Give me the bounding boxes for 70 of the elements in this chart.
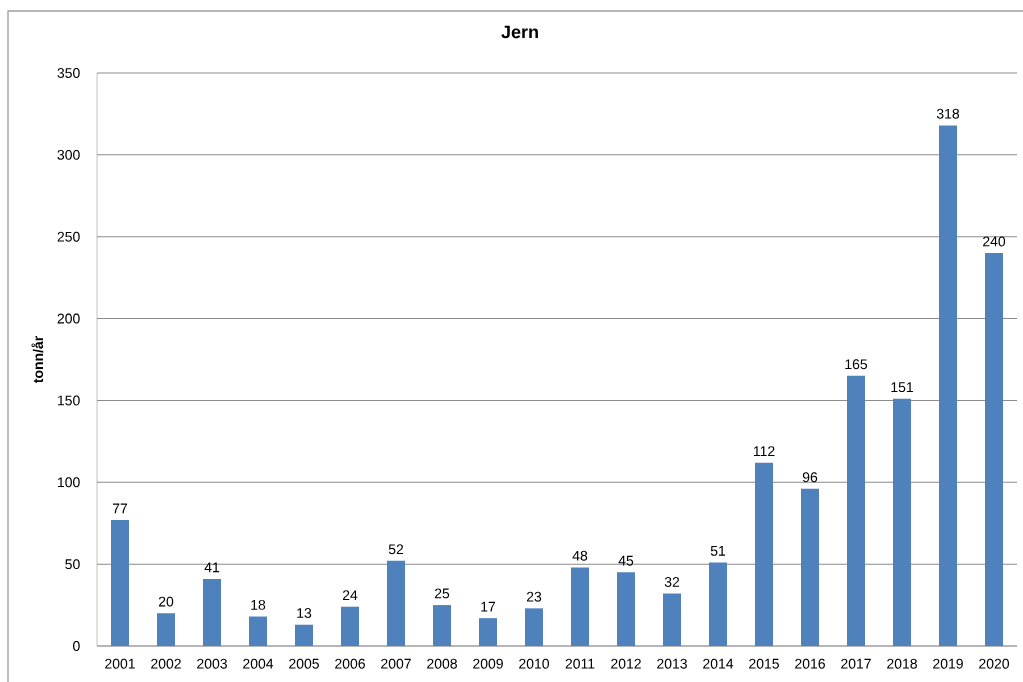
x-tick-label: 2013	[657, 658, 687, 669]
data-label: 17	[481, 601, 496, 612]
data-label: 165	[845, 359, 868, 370]
data-label: 41	[204, 562, 220, 573]
x-tick-label: 2006	[335, 658, 365, 669]
x-tick-label: 2011	[565, 658, 595, 669]
x-tick-label: 2002	[151, 658, 181, 669]
x-tick-label: 2014	[703, 658, 734, 669]
bar	[617, 572, 636, 646]
bar	[663, 593, 682, 646]
bar	[295, 624, 314, 646]
data-label: 240	[983, 236, 1006, 247]
data-label: 18	[251, 599, 266, 610]
x-tick-label: 2010	[519, 658, 550, 669]
x-tick-label: 2018	[887, 658, 917, 669]
y-tick-label: 150	[58, 395, 80, 406]
bar	[433, 605, 452, 646]
y-tick-label: 0	[73, 641, 80, 651]
y-tick-label: 50	[65, 559, 80, 570]
bar	[111, 519, 129, 646]
y-tick-label: 300	[57, 149, 80, 160]
bar	[341, 606, 360, 646]
data-label: 51	[710, 546, 726, 556]
data-label: 96	[802, 472, 818, 483]
y-axis-title: tonn/år	[31, 335, 44, 384]
x-tick-label: 2020	[979, 658, 1010, 669]
bar	[893, 398, 912, 646]
bar	[387, 560, 406, 646]
bar	[525, 608, 543, 646]
x-tick-label: 2005	[289, 658, 319, 669]
x-tick-label: 2007	[381, 658, 411, 669]
bar	[479, 618, 498, 646]
data-label: 23	[526, 591, 542, 602]
data-label: 45	[618, 555, 634, 566]
x-tick-label: 2008	[427, 658, 457, 669]
data-label: 318	[936, 108, 960, 119]
bar	[939, 125, 958, 646]
data-label: 25	[434, 588, 450, 599]
bar	[985, 253, 1004, 646]
bar	[755, 462, 774, 646]
x-tick-label: 2017	[841, 658, 871, 669]
chart-title: Jern	[501, 25, 538, 39]
x-tick-label: 2015	[749, 658, 779, 669]
x-tick-label: 2016	[795, 658, 825, 669]
data-label: 112	[753, 446, 775, 456]
y-tick-label: 350	[57, 68, 80, 78]
x-tick-label: 2004	[243, 658, 274, 669]
bar	[157, 613, 176, 646]
bar	[847, 375, 866, 646]
data-label: 13	[297, 608, 312, 619]
y-tick-label: 250	[57, 231, 80, 242]
y-tick-label: 200	[57, 313, 80, 324]
x-tick-label: 2001	[105, 658, 135, 669]
bar	[249, 616, 268, 646]
bar	[801, 488, 820, 646]
x-tick-label: 2019	[933, 658, 963, 669]
x-tick-label: 2012	[611, 658, 641, 669]
data-label: 77	[112, 503, 128, 514]
data-label: 151	[891, 382, 913, 393]
data-label: 24	[342, 590, 358, 600]
data-label: 20	[158, 596, 174, 607]
bar	[709, 562, 728, 646]
data-label: 48	[572, 550, 588, 561]
x-tick-label: 2009	[473, 658, 503, 669]
x-tick-label: 2003	[197, 658, 227, 669]
bar	[203, 578, 222, 646]
data-label: 32	[664, 577, 680, 587]
data-label: 52	[388, 544, 404, 555]
bar	[571, 567, 590, 646]
y-tick-label: 100	[58, 477, 80, 488]
